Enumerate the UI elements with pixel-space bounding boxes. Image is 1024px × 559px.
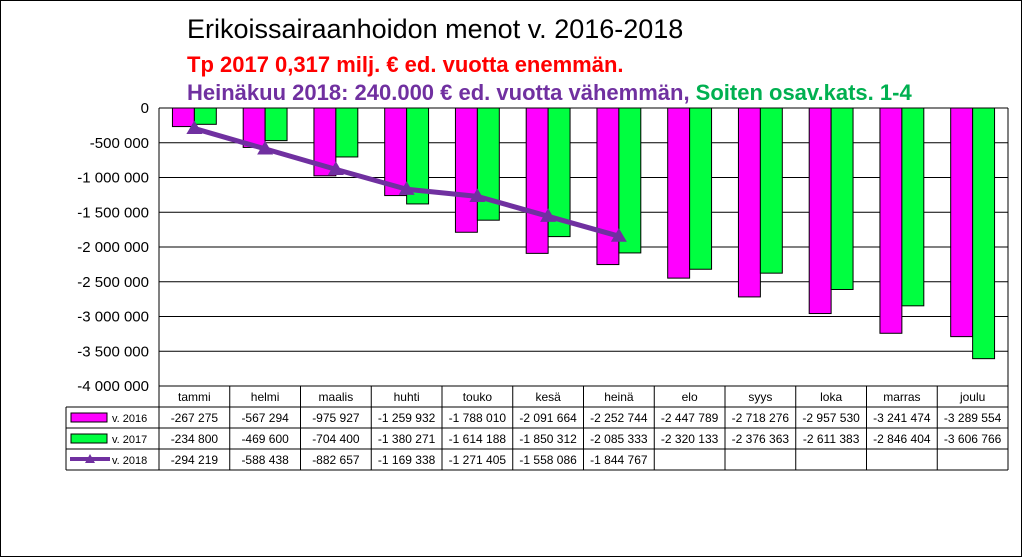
bar xyxy=(830,107,854,290)
bar xyxy=(667,107,691,279)
category-label: joulu xyxy=(959,390,985,404)
category-label: elo xyxy=(682,390,698,404)
data-table-value: -469 600 xyxy=(241,432,289,446)
legend-key-marker xyxy=(85,454,95,463)
data-table-value: -2 718 276 xyxy=(732,411,790,425)
line-point-marker xyxy=(257,140,274,155)
category-label: huhti xyxy=(394,390,420,404)
data-table-value: -3 289 554 xyxy=(944,411,1002,425)
bar xyxy=(525,107,549,254)
y-tick-label: -1 500 000 xyxy=(77,204,149,221)
category-label: loka xyxy=(820,390,842,404)
category-label: heinä xyxy=(604,390,634,404)
data-table-value: -2 846 404 xyxy=(873,432,931,446)
legend-label: v. 2017 xyxy=(112,434,147,446)
bar xyxy=(808,107,832,315)
bar xyxy=(972,107,996,360)
bar xyxy=(264,107,288,142)
bar xyxy=(454,107,478,233)
line-point-marker xyxy=(540,208,557,222)
category-label: tammi xyxy=(178,390,211,404)
bar xyxy=(547,107,571,238)
data-table-value: -1 850 312 xyxy=(519,432,577,446)
data-table-value: -267 275 xyxy=(171,411,219,425)
subtitle-2-green-text: Soiten osav.kats. 1-4 xyxy=(689,80,912,105)
y-tick-label: -4 000 000 xyxy=(77,378,149,395)
data-table-value: -882 657 xyxy=(312,453,360,467)
bar xyxy=(193,107,217,125)
y-tick-label: -3 500 000 xyxy=(77,343,149,360)
line-point-marker xyxy=(327,161,344,175)
bar xyxy=(901,107,925,307)
line-point-marker xyxy=(610,228,627,242)
data-table-value: -2 091 664 xyxy=(519,411,577,425)
bar xyxy=(950,107,974,338)
data-table-value: -588 438 xyxy=(241,453,289,467)
y-tick-label: -2 000 000 xyxy=(77,239,149,256)
data-table-value: -2 447 789 xyxy=(661,411,719,425)
data-table-value: -1 788 010 xyxy=(449,411,507,425)
y-tick-label: -3 000 000 xyxy=(77,309,149,326)
data-table-value: -1 380 271 xyxy=(378,432,436,446)
y-tick-label: -500 000 xyxy=(90,135,149,152)
data-table-value: -2 376 363 xyxy=(732,432,790,446)
data-table-value: -294 219 xyxy=(171,453,219,467)
data-table-value: -2 252 744 xyxy=(590,411,648,425)
data-table-value: -1 271 405 xyxy=(449,453,507,467)
legend-key xyxy=(70,433,108,444)
bar xyxy=(335,107,359,158)
bar xyxy=(476,107,500,221)
data-table-value: -1 614 188 xyxy=(449,432,507,446)
data-table-value: -3 241 474 xyxy=(873,411,931,425)
bar xyxy=(759,107,783,274)
category-label: syys xyxy=(748,390,772,404)
category-label: marras xyxy=(883,390,920,404)
bar xyxy=(689,107,713,270)
data-table-value: -1 259 932 xyxy=(378,411,436,425)
legend-label: v. 2016 xyxy=(112,413,147,425)
data-table-value: -2 085 333 xyxy=(590,432,648,446)
bar xyxy=(618,107,642,254)
data-table-value: -975 927 xyxy=(312,411,360,425)
bar xyxy=(879,107,903,334)
subtitle-2-purple-text: Heinäkuu 2018: 240.000 € ed. vuotta vähe… xyxy=(187,80,690,105)
legend-label: v. 2018 xyxy=(112,455,147,467)
series-v--2017 xyxy=(193,107,996,360)
data-table-value: -3 606 766 xyxy=(944,432,1002,446)
chart-subtitle-2: Heinäkuu 2018: 240.000 € ed. vuotta vähe… xyxy=(187,80,912,106)
chart-subtitle-1: Tp 2017 0,317 milj. € ed. vuotta enemmän… xyxy=(187,52,624,78)
data-table-value: -1 844 767 xyxy=(590,453,648,467)
y-tick-label: -2 500 000 xyxy=(77,274,149,291)
y-tick-label: -1 000 000 xyxy=(77,170,149,187)
data-table-value: -2 611 383 xyxy=(803,432,860,446)
data-table-value: -2 957 530 xyxy=(802,411,860,425)
data-table-value: -704 400 xyxy=(312,432,360,446)
bar xyxy=(171,107,195,128)
category-label: maalis xyxy=(319,390,354,404)
data-table-value: -1 558 086 xyxy=(519,453,577,467)
category-label: helmi xyxy=(251,390,280,404)
bar xyxy=(406,107,430,205)
y-tick-label: 0 xyxy=(141,100,149,117)
line-point-marker xyxy=(469,188,486,202)
data-table-value: -1 169 338 xyxy=(378,453,436,467)
legend-key xyxy=(70,412,108,423)
category-label: kesä xyxy=(535,390,561,404)
data-table-value: -567 294 xyxy=(241,411,289,425)
line-point-marker xyxy=(186,120,203,135)
subtitle-1-text: Tp 2017 0,317 milj. € ed. vuotta enemmän… xyxy=(187,52,624,77)
data-table-value: -2 320 133 xyxy=(661,432,719,446)
data-table-value: -234 800 xyxy=(171,432,219,446)
chart-title: Erikoissairaanhoidon menot v. 2016-2018 xyxy=(187,14,684,44)
line-point-marker xyxy=(398,181,415,195)
category-label: touko xyxy=(463,390,493,404)
bar xyxy=(737,107,761,298)
